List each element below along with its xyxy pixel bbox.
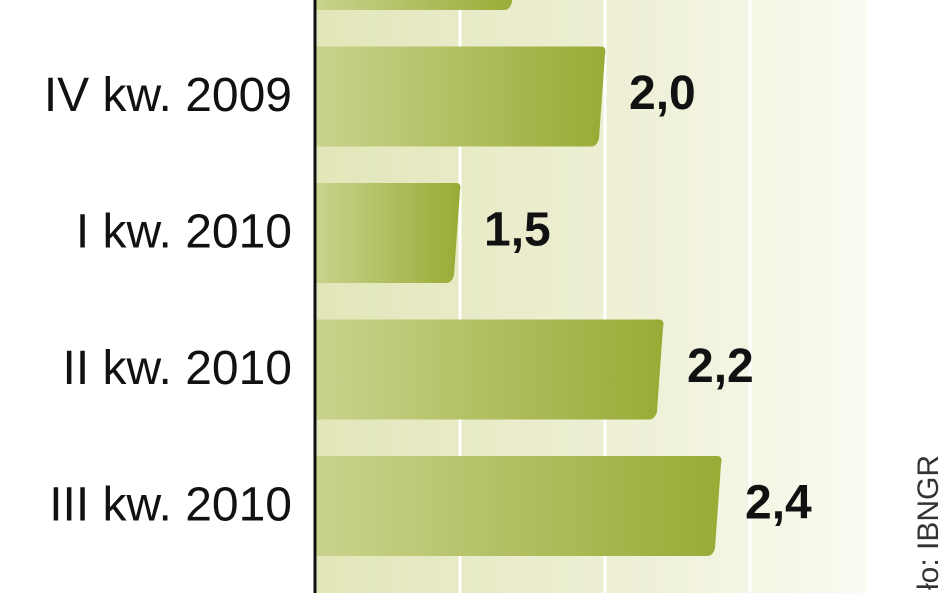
y-tick-label: III kw. 2010 xyxy=(49,479,292,532)
value-label: 1,5 xyxy=(484,204,551,257)
bar xyxy=(315,456,722,556)
bar xyxy=(315,0,513,10)
y-tick-label: II kw. 2010 xyxy=(63,342,292,395)
bar xyxy=(315,46,606,147)
value-label: 2,0 xyxy=(629,67,696,120)
bar xyxy=(315,183,461,283)
value-label: 2,2 xyxy=(687,340,754,393)
value-label: 2,4 xyxy=(745,477,812,530)
y-tick-label: IV kw. 2009 xyxy=(44,69,292,122)
source: ło: IBNGR xyxy=(912,455,945,590)
y-tick-label: I kw. 2010 xyxy=(76,206,292,259)
bar xyxy=(315,319,664,420)
